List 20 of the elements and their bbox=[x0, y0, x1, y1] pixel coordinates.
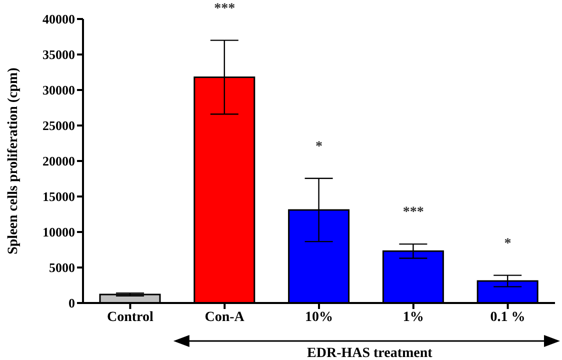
y-tick-label: 35000 bbox=[42, 47, 75, 62]
y-tick-label: 25000 bbox=[42, 118, 75, 134]
x-axis-title: EDR-HAS treatment bbox=[307, 346, 433, 360]
annotation: *** bbox=[402, 205, 424, 220]
y-tick-label: 15000 bbox=[42, 189, 75, 204]
annotation: * bbox=[316, 139, 322, 154]
y-tick-label: 10000 bbox=[42, 224, 75, 240]
x-tick-label: 1% bbox=[402, 310, 424, 325]
y-tick-label: 5000 bbox=[49, 260, 75, 276]
y-tick-label: 20000 bbox=[42, 154, 75, 169]
text: *** bbox=[214, 1, 236, 16]
x-tick-label: 10% bbox=[305, 310, 333, 325]
x-tick-label: Con-A bbox=[204, 310, 246, 325]
y-axis-title: Spleen cells proliferation (cpm) bbox=[6, 67, 21, 254]
x-tick-label: Control bbox=[106, 310, 154, 325]
x-tick-label: 0.1 % bbox=[490, 310, 526, 325]
y-tick-label: 30000 bbox=[42, 82, 75, 98]
annotation: * bbox=[504, 236, 512, 252]
y-tick-label: 0 bbox=[68, 296, 75, 311]
y-tick-label: 40000 bbox=[42, 12, 75, 27]
